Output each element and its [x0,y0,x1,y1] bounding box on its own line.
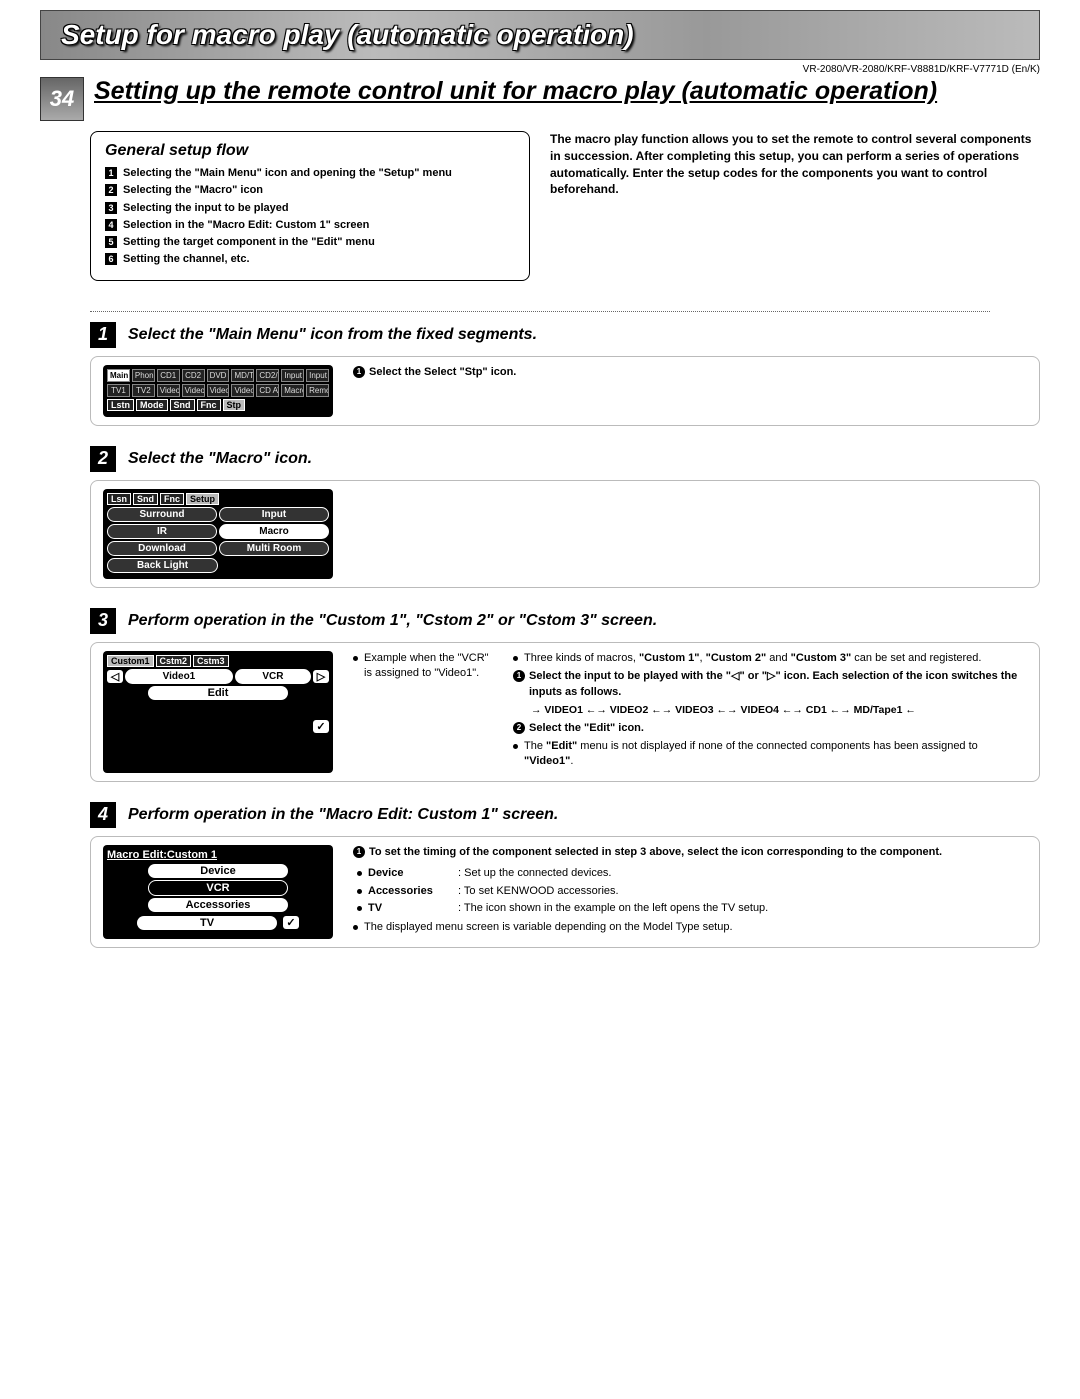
step-3-title: Perform operation in the "Custom 1", "Cs… [128,612,657,630]
left-arrow-icon: ◁ [107,670,123,683]
model-numbers: VR-2080/VR-2080/KRF-V8881D/KRF-V7771D (E… [40,64,1040,75]
flow-item-1: Selecting the "Main Menu" icon and openi… [123,166,452,180]
seg-main-menu: Main Menu [107,369,130,382]
step-3: 3 Perform operation in the "Custom 1", "… [90,608,1040,782]
general-setup-title: General setup flow [105,142,515,160]
device-vcr: VCR [235,669,311,684]
intro-row: General setup flow 1 Selecting the "Main … [90,131,1040,281]
step-2-screen: Lsn Snd Fnc Setup SurroundInput IRMacro … [103,489,333,579]
circ-num-1: 1 [353,366,365,378]
flow-num-5: 5 [105,236,117,248]
flow-item-2: Selecting the "Macro" icon [123,183,263,197]
flow-num-1: 1 [105,167,117,179]
banner-title: Setup for macro play (automatic operatio… [61,19,1019,51]
step-3-screen: Custom1 Cstm2 Cstm3 ◁ Video1 VCR ▷ Edit … [103,651,333,773]
screen-title: Macro Edit:Custom 1 [107,849,329,861]
check-icon: ✓ [313,720,329,733]
tab-custom1: Custom1 [107,655,154,667]
flow-num-2: 2 [105,184,117,196]
flow-num-4: 4 [105,219,117,231]
section-banner: Setup for macro play (automatic operatio… [40,10,1040,60]
general-setup-box: General setup flow 1 Selecting the "Main … [90,131,530,281]
step-4-screen: Macro Edit:Custom 1 Device VCR Accessori… [103,845,333,939]
divider [90,311,990,312]
intro-text: The macro play function allows you to se… [550,131,1040,281]
step-2: 2 Select the "Macro" icon. Lsn Snd Fnc S… [90,446,1040,588]
step-num-1: 1 [90,322,116,348]
macro-btn: Macro [219,524,329,539]
step-1-note: 1Select the Select "Stp" icon. [353,365,1027,417]
step-num-4: 4 [90,802,116,828]
input-video1: Video1 [125,669,233,684]
right-arrow-icon: ▷ [313,670,329,683]
step-2-title: Select the "Macro" icon. [128,450,312,468]
page-title-row: 34 Setting up the remote control unit fo… [40,77,1040,121]
flow-item-5: Setting the target component in the "Edi… [123,235,375,249]
step-3-instructions: Three kinds of macros, "Custom 1", "Cust… [513,651,1027,773]
flow-num-6: 6 [105,253,117,265]
step-num-2: 2 [90,446,116,472]
step-4-title: Perform operation in the "Macro Edit: Cu… [128,806,558,824]
page-number: 34 [40,77,84,121]
step-1-title: Select the "Main Menu" icon from the fix… [128,326,537,344]
input-sequence: → VIDEO1 ←→ VIDEO2 ←→ VIDEO3 ←→ VIDEO4 ←… [531,703,1027,718]
flow-item-6: Setting the channel, etc. [123,252,250,266]
flow-item-3: Selecting the input to be played [123,201,289,215]
tab-stp: Stp [223,399,246,411]
tab-setup: Setup [186,493,219,505]
step-1-screen: Main Menu Phono CD1 CD2 DVD MD/Tape1 CD2… [103,365,333,417]
step-4: 4 Perform operation in the "Macro Edit: … [90,802,1040,948]
step-num-3: 3 [90,608,116,634]
step-4-instructions: 1To set the timing of the component sele… [353,845,1027,939]
step-3-side-note: Example when the "VCR" is assigned to "V… [353,651,493,773]
flow-num-3: 3 [105,202,117,214]
page-title: Setting up the remote control unit for m… [94,77,1040,106]
check-icon: ✓ [283,916,299,929]
edit-btn: Edit [148,686,288,700]
step-1: 1 Select the "Main Menu" icon from the f… [90,322,1040,426]
flow-item-4: Selection in the "Macro Edit: Custom 1" … [123,218,369,232]
